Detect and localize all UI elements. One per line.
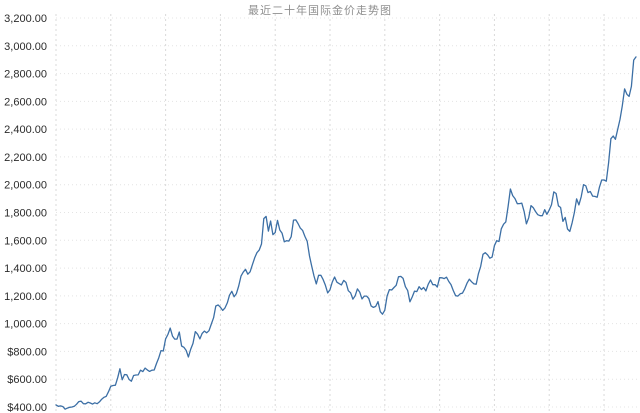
y-axis-label: 2,800.00 [4,69,47,81]
y-axis-label: 2,600.00 [4,96,47,108]
gold-price-line [55,56,637,410]
vertical-gridlines [55,14,605,413]
y-axis-label: 1,000.00 [4,319,47,331]
chart-title: 最近二十年国际金价走势图 [248,5,392,17]
y-axis-label: $600.00 [7,374,47,386]
y-axis-label: 2,000.00 [4,180,47,192]
y-axis-label: 3,000.00 [4,41,47,53]
y-axis-label: 2,400.00 [4,124,47,136]
y-axis-label: 1,800.00 [4,208,47,220]
y-axis-label: $400.00 [7,402,47,413]
horizontal-gridlines [56,17,640,408]
y-axis-label: 1,200.00 [4,291,47,303]
y-axis-label: 1,600.00 [4,235,47,247]
y-axis-label: 1,400.00 [4,263,47,275]
y-axis-label: 3,200.00 [4,13,47,25]
y-axis-label: 2,200.00 [4,152,47,164]
y-axis-label: $800.00 [7,346,47,358]
y-axis-tick-labels: 3,200.00 3,000.00 2,800.00 2,600.00 2,400.00… [4,13,47,413]
